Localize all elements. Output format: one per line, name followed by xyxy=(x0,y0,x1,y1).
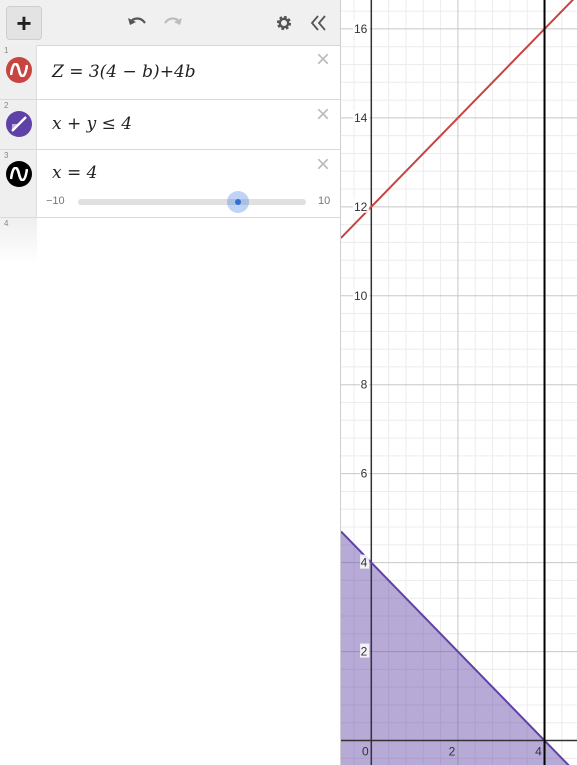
tick-label-bg xyxy=(360,643,370,658)
double-chevron-left-icon[interactable] xyxy=(306,11,332,35)
tick-label-bg xyxy=(352,109,370,124)
y-tick-label: 8 xyxy=(361,378,368,392)
gear-icon[interactable] xyxy=(272,11,296,35)
graph-curves[interactable] xyxy=(341,0,577,765)
slider-track[interactable] xyxy=(78,199,306,205)
red-line xyxy=(341,0,575,239)
x-tick-label: 4 xyxy=(535,745,542,759)
y-tick-label: 10 xyxy=(354,289,368,303)
redo-icon[interactable] xyxy=(160,11,186,35)
tick-label-bg xyxy=(352,198,370,213)
graph-wave-icon[interactable] xyxy=(6,161,32,187)
tick-labels: 2 4 6 8 10 12 14 16 0 2 4 xyxy=(352,20,542,759)
expression-panel: + 1 Z = 3(4 − b)+4b × xyxy=(0,0,341,765)
inequality-region-fill xyxy=(341,531,569,765)
x-tick-label: 2 xyxy=(449,745,456,759)
undo-icon[interactable] xyxy=(124,11,150,35)
delete-expression-button[interactable]: × xyxy=(315,151,330,178)
slider-max-label[interactable]: 10 xyxy=(318,195,331,207)
delete-expression-button[interactable]: × xyxy=(315,101,330,128)
axes xyxy=(341,0,577,765)
tick-label-bg xyxy=(360,465,370,480)
expression-index: 2 xyxy=(4,101,9,110)
expression-row-3[interactable]: 3 x = 4 × xyxy=(0,150,340,218)
y-tick-label: 12 xyxy=(354,200,368,214)
y-tick-label: 14 xyxy=(354,111,368,125)
expression-toolbar: + xyxy=(0,0,340,46)
y-tick-label: 4 xyxy=(361,556,368,570)
expression-index: 1 xyxy=(4,46,9,55)
expression-row-2[interactable]: 2 x + y ≤ 4 × xyxy=(0,100,340,150)
tick-label-bg xyxy=(360,554,370,569)
expression-math[interactable]: x = 4 xyxy=(52,163,98,183)
tick-label-bg xyxy=(352,287,370,302)
expression-math[interactable]: Z = 3(4 − b)+4b xyxy=(52,62,196,82)
expression-gutter: 4 xyxy=(0,218,37,263)
expression-row-1[interactable]: 1 Z = 3(4 − b)+4b × xyxy=(0,45,340,100)
inequality-region[interactable] xyxy=(341,531,569,765)
expression-index: 4 xyxy=(4,219,9,228)
expression-math[interactable]: x + y ≤ 4 xyxy=(52,114,133,134)
y-tick-label: 6 xyxy=(361,467,368,481)
expression-gutter: 3 xyxy=(0,150,37,217)
add-label: + xyxy=(16,8,32,38)
minor-gridlines xyxy=(341,0,577,765)
graph-wave-icon[interactable] xyxy=(6,57,32,83)
shaded-region-icon[interactable] xyxy=(6,111,32,137)
add-expression-button[interactable]: + xyxy=(6,6,42,40)
slider-handle[interactable] xyxy=(226,191,249,213)
graph-canvas[interactable]: 2 4 6 8 10 12 14 16 0 2 4 xyxy=(341,0,577,765)
expression-row-4[interactable]: 4 xyxy=(0,218,340,263)
y-tick-label: 16 xyxy=(354,22,368,36)
slider-min-label[interactable]: −10 xyxy=(46,195,65,207)
tick-label-bg xyxy=(352,20,370,35)
expression-gutter: 1 xyxy=(0,45,37,99)
expression-index: 3 xyxy=(4,151,9,160)
expression-gutter: 2 xyxy=(0,100,37,149)
y-tick-label: 2 xyxy=(361,645,368,659)
inequality-boundary-line xyxy=(341,530,570,765)
delete-expression-button[interactable]: × xyxy=(315,46,330,73)
x-tick-label: 0 xyxy=(362,745,369,759)
tick-label-bg xyxy=(360,376,370,391)
